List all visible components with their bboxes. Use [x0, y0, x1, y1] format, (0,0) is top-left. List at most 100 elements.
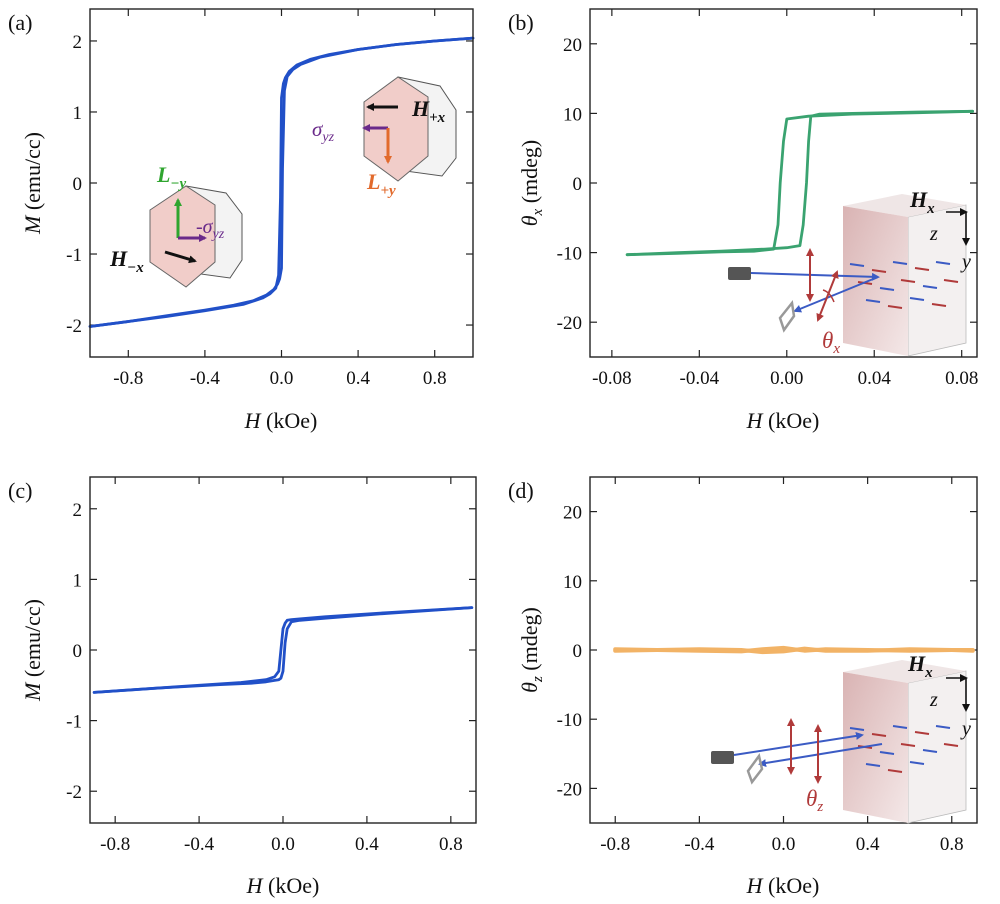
- x-axis-label-b: H (kOe): [746, 408, 820, 433]
- panel-d-series: [613, 645, 975, 655]
- hexagon-face: [363, 76, 429, 182]
- theta-z-label: θz: [806, 786, 823, 815]
- kerr-setup-inset-b: θx Hx z y: [728, 187, 971, 357]
- series-line-descending: [625, 109, 974, 257]
- h-minus-x-label: H−x: [109, 246, 144, 276]
- slab-front: [843, 672, 908, 823]
- axis-y-label: y: [960, 718, 971, 740]
- x-tick-label: 0.08: [945, 368, 978, 389]
- y-tick-label: 10: [563, 572, 582, 593]
- hexagon-inset-left: L−y -σyz H−x: [109, 162, 243, 288]
- laser-source: [728, 267, 751, 280]
- y-tick-label: 1: [73, 103, 83, 124]
- h-minus-x-arrow: [164, 250, 197, 264]
- x-tick-label: -0.08: [592, 368, 632, 389]
- x-tick-label: -0.4: [190, 368, 221, 389]
- panel-a: (a) -0.8 -0.4 0.0 0.4 0.8 -2 -1 0 1 2 H (kOe) M (…: [8, 8, 475, 433]
- series-line-descending: [92, 606, 474, 694]
- incident-beam: [750, 272, 880, 281]
- panel-a-frame: [89, 8, 474, 358]
- x-tick-label: -0.8: [600, 834, 630, 855]
- x-tick-label: 0.4: [856, 834, 880, 855]
- x-tick-label: 0.8: [940, 834, 964, 855]
- panel-b: (b) -0.08 -0.04 0.00 0.04 0.08 -20 -10 0 10 20 H …: [508, 8, 979, 433]
- slab-front: [843, 206, 908, 356]
- panel-c-ticks: [90, 477, 476, 823]
- y-axis-label-d: θz (mdeg): [517, 607, 546, 693]
- x-tick-label: 0.4: [346, 368, 370, 389]
- x-tick-label: -0.8: [100, 834, 130, 855]
- x-tick-label: -0.04: [680, 368, 720, 389]
- y-axis-label-c: M (emu/cc): [20, 599, 45, 702]
- panel-c: (c) -0.8 -0.4 0.0 0.4 0.8 -2 -1 0 1 2 H (kOe) M (…: [8, 476, 477, 898]
- y-tick-label: 0: [73, 641, 83, 662]
- laser-source: [711, 751, 734, 764]
- x-tick-label: 0.00: [770, 368, 803, 389]
- slab-top: [843, 194, 966, 217]
- y-axis-label-b: θx (mdeg): [517, 140, 546, 227]
- y-tick-label: 2: [73, 32, 83, 53]
- hexagon-inset-right: H+x σyz L+y: [312, 76, 457, 199]
- panel-c-frame: [89, 476, 477, 824]
- panel-label-c: (c): [8, 478, 32, 503]
- panel-d: (d) -0.8 -0.4 0.0 0.4 0.8 -20 -10 0 10 20 H (kOe)…: [508, 476, 978, 898]
- detector: [746, 753, 764, 785]
- series-line-descending: [88, 36, 475, 328]
- polarization-arrow-out: [816, 270, 839, 322]
- panel-a-tick-labels: -0.8 -0.4 0.0 0.4 0.8 -2 -1 0 1 2: [66, 32, 446, 389]
- panel-c-series: [92, 606, 474, 694]
- y-axis-label-a: M (emu/cc): [20, 132, 45, 235]
- spin-pattern: [849, 261, 959, 309]
- l-minus-y-label: L−y: [156, 162, 187, 192]
- x-tick-label: 0.0: [772, 834, 796, 855]
- y-tick-label: -1: [66, 245, 82, 266]
- panel-a-series: [88, 36, 475, 328]
- x-tick-label: 0.04: [858, 368, 892, 389]
- panel-label-d: (d): [508, 478, 534, 503]
- y-tick-label: 20: [563, 503, 582, 524]
- y-tick-label: -20: [557, 779, 582, 800]
- x-tick-label: 0.8: [423, 368, 447, 389]
- slab-top: [843, 660, 966, 683]
- x-tick-label: -0.4: [184, 834, 215, 855]
- y-tick-label: 2: [73, 500, 83, 521]
- panel-b-frame: [589, 8, 978, 358]
- panel-d-tick-labels: -0.8 -0.4 0.0 0.4 0.8 -20 -10 0 10 20: [557, 503, 964, 855]
- axis-y-label: y: [960, 251, 971, 273]
- y-tick-label: 1: [73, 570, 83, 591]
- panel-b-series: [625, 109, 974, 257]
- incident-beam: [733, 731, 864, 756]
- axis-z-label: z: [929, 689, 938, 711]
- detector: [778, 299, 796, 333]
- series-line-descending: [613, 646, 975, 655]
- x-tick-label: 0.0: [270, 368, 294, 389]
- x-tick-label: -0.8: [113, 368, 143, 389]
- y-tick-label: 0: [73, 174, 83, 195]
- x-axis-label-c: H (kOe): [246, 873, 320, 898]
- panel-d-frame: [589, 476, 978, 824]
- y-tick-label: -2: [66, 782, 82, 803]
- panel-label-b: (b): [508, 10, 534, 35]
- y-tick-label: 0: [573, 641, 583, 662]
- sigma-label-right: σyz: [312, 117, 335, 145]
- panel-label-a: (a): [8, 10, 32, 35]
- y-tick-label: 0: [573, 174, 583, 195]
- x-tick-label: -0.4: [684, 834, 715, 855]
- panel-b-tick-labels: -0.08 -0.04 0.00 0.04 0.08 -20 -10 0 10 20: [557, 35, 979, 389]
- y-tick-label: 20: [563, 35, 582, 56]
- x-axis-label-a: H (kOe): [244, 408, 318, 433]
- theta-x-label: θx: [822, 328, 840, 357]
- x-axis-label-d: H (kOe): [746, 873, 820, 898]
- rotation-angle-arc: [822, 289, 835, 303]
- panel-b-ticks: [590, 9, 977, 357]
- y-tick-label: -2: [66, 316, 82, 337]
- axis-z-label: z: [929, 223, 938, 245]
- y-tick-label: -10: [557, 710, 582, 731]
- x-tick-label: 0.0: [271, 834, 295, 855]
- y-tick-label: 10: [563, 104, 582, 125]
- y-tick-label: -20: [557, 313, 582, 334]
- spin-pattern: [849, 725, 959, 773]
- y-tick-label: -10: [557, 244, 582, 265]
- panel-c-tick-labels: -0.8 -0.4 0.0 0.4 0.8 -2 -1 0 1 2: [66, 500, 463, 855]
